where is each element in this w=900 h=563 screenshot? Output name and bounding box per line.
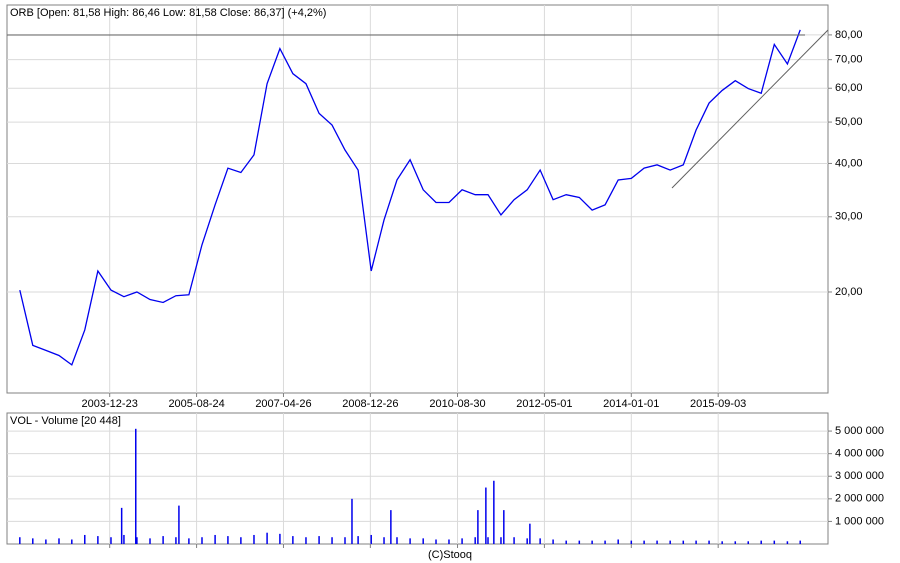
volume-bar (503, 510, 505, 544)
trend-line (671, 29, 829, 189)
volume-bar (682, 540, 685, 544)
volume-bar (253, 534, 255, 544)
volume-bar (331, 537, 333, 544)
volume-bar (422, 538, 424, 544)
volume-bar (565, 540, 567, 544)
volume-bar (279, 533, 281, 544)
volume-bar (45, 539, 47, 544)
y-tick-label: 40,00 (835, 157, 863, 169)
x-tick-label: 2014-01-01 (603, 398, 659, 410)
volume-bar (357, 536, 359, 544)
volume-bar (630, 540, 633, 544)
y-tick-label: 70,00 (835, 54, 863, 66)
volume-bar (84, 534, 86, 544)
volume-bar (617, 539, 619, 544)
volume-bar (318, 536, 320, 544)
volume-bar (513, 537, 515, 544)
volume-bar (493, 480, 495, 544)
y-tick-label: 4 000 000 (835, 448, 884, 460)
volume-bar (135, 428, 137, 544)
volume-bar (149, 538, 151, 544)
volume-bar (383, 537, 385, 544)
volume-bar (529, 523, 531, 544)
y-tick-label: 3 000 000 (835, 470, 884, 482)
volume-bar (240, 537, 242, 544)
volume-bar (656, 540, 658, 544)
x-tick-label: 2005-08-24 (168, 398, 224, 410)
footer: (C)Stooq (428, 549, 472, 561)
volume-bar (721, 541, 723, 544)
volume-bar (390, 510, 392, 544)
volume-bar (643, 540, 645, 544)
volume-bar (351, 498, 353, 544)
volume-bar (604, 540, 606, 544)
y-tick-label: 80,00 (835, 29, 863, 41)
volume-bar (461, 538, 463, 544)
volume-bar (19, 537, 21, 544)
volume-bar (110, 537, 112, 544)
volume-bar (120, 507, 123, 544)
volume-bar (708, 540, 710, 544)
volume-bar (477, 510, 479, 544)
volume-bar (669, 540, 671, 544)
volume-bar (178, 505, 180, 544)
price-title: ORB [Open: 81,58 High: 86,46 Low: 81,58 … (10, 7, 326, 19)
volume-bar (485, 487, 487, 544)
volume-bar (448, 539, 450, 544)
volume-bar (32, 538, 34, 544)
volume-bar (487, 537, 489, 544)
y-tick-label: 5 000 000 (835, 425, 884, 437)
volume-panel (6, 412, 829, 545)
volume-bar (292, 536, 294, 544)
volume-bar (201, 537, 203, 544)
volume-bar (695, 540, 697, 544)
x-tick-label: 2007-04-26 (255, 398, 311, 410)
volume-bar (474, 537, 476, 544)
y-tick-label: 20,00 (835, 286, 863, 298)
volume-bar (175, 537, 177, 544)
volume-bar (786, 541, 789, 544)
volume-bar (97, 536, 99, 544)
volume-title: VOL - Volume [20 448] (10, 415, 121, 427)
y-tick-label: 50,00 (835, 116, 863, 128)
volume-bar (760, 540, 762, 544)
volume-bar (162, 536, 164, 544)
x-tick-label: 2010-08-30 (429, 398, 485, 410)
volume-bar (71, 539, 73, 544)
volume-bar (578, 540, 581, 544)
x-tick-label: 2012-05-01 (516, 398, 572, 410)
volume-bar (266, 532, 268, 544)
volume-bar (409, 538, 411, 544)
price-line (19, 29, 801, 366)
volume-bar (591, 540, 593, 544)
volume-bar (773, 540, 776, 544)
volume-bar (344, 537, 346, 544)
volume-bar (526, 538, 528, 544)
volume-bar (747, 541, 749, 544)
volume-bar (214, 534, 216, 544)
volume-bar (123, 534, 125, 544)
volume-bar (305, 537, 307, 544)
volume-bar (799, 540, 801, 544)
y-tick-label: 1 000 000 (835, 515, 884, 527)
volume-bar (539, 538, 541, 544)
volume-bar (136, 537, 138, 544)
volume-bar (370, 534, 372, 544)
volume-bar (227, 536, 229, 544)
volume-bar (396, 537, 398, 544)
y-tick-label: 30,00 (835, 211, 863, 223)
x-tick-label: 2008-12-26 (342, 398, 398, 410)
volume-bar (734, 541, 737, 544)
volume-bar (435, 539, 437, 544)
volume-bar (58, 538, 60, 544)
x-tick-label: 2003-12-23 (82, 398, 138, 410)
x-tick-label: 2015-09-03 (690, 398, 746, 410)
price-panel (6, 4, 829, 394)
y-tick-label: 2 000 000 (835, 493, 884, 505)
y-tick-label: 60,00 (835, 82, 863, 94)
volume-bar (188, 538, 190, 544)
volume-bar (500, 537, 502, 544)
volume-bar (552, 539, 554, 544)
